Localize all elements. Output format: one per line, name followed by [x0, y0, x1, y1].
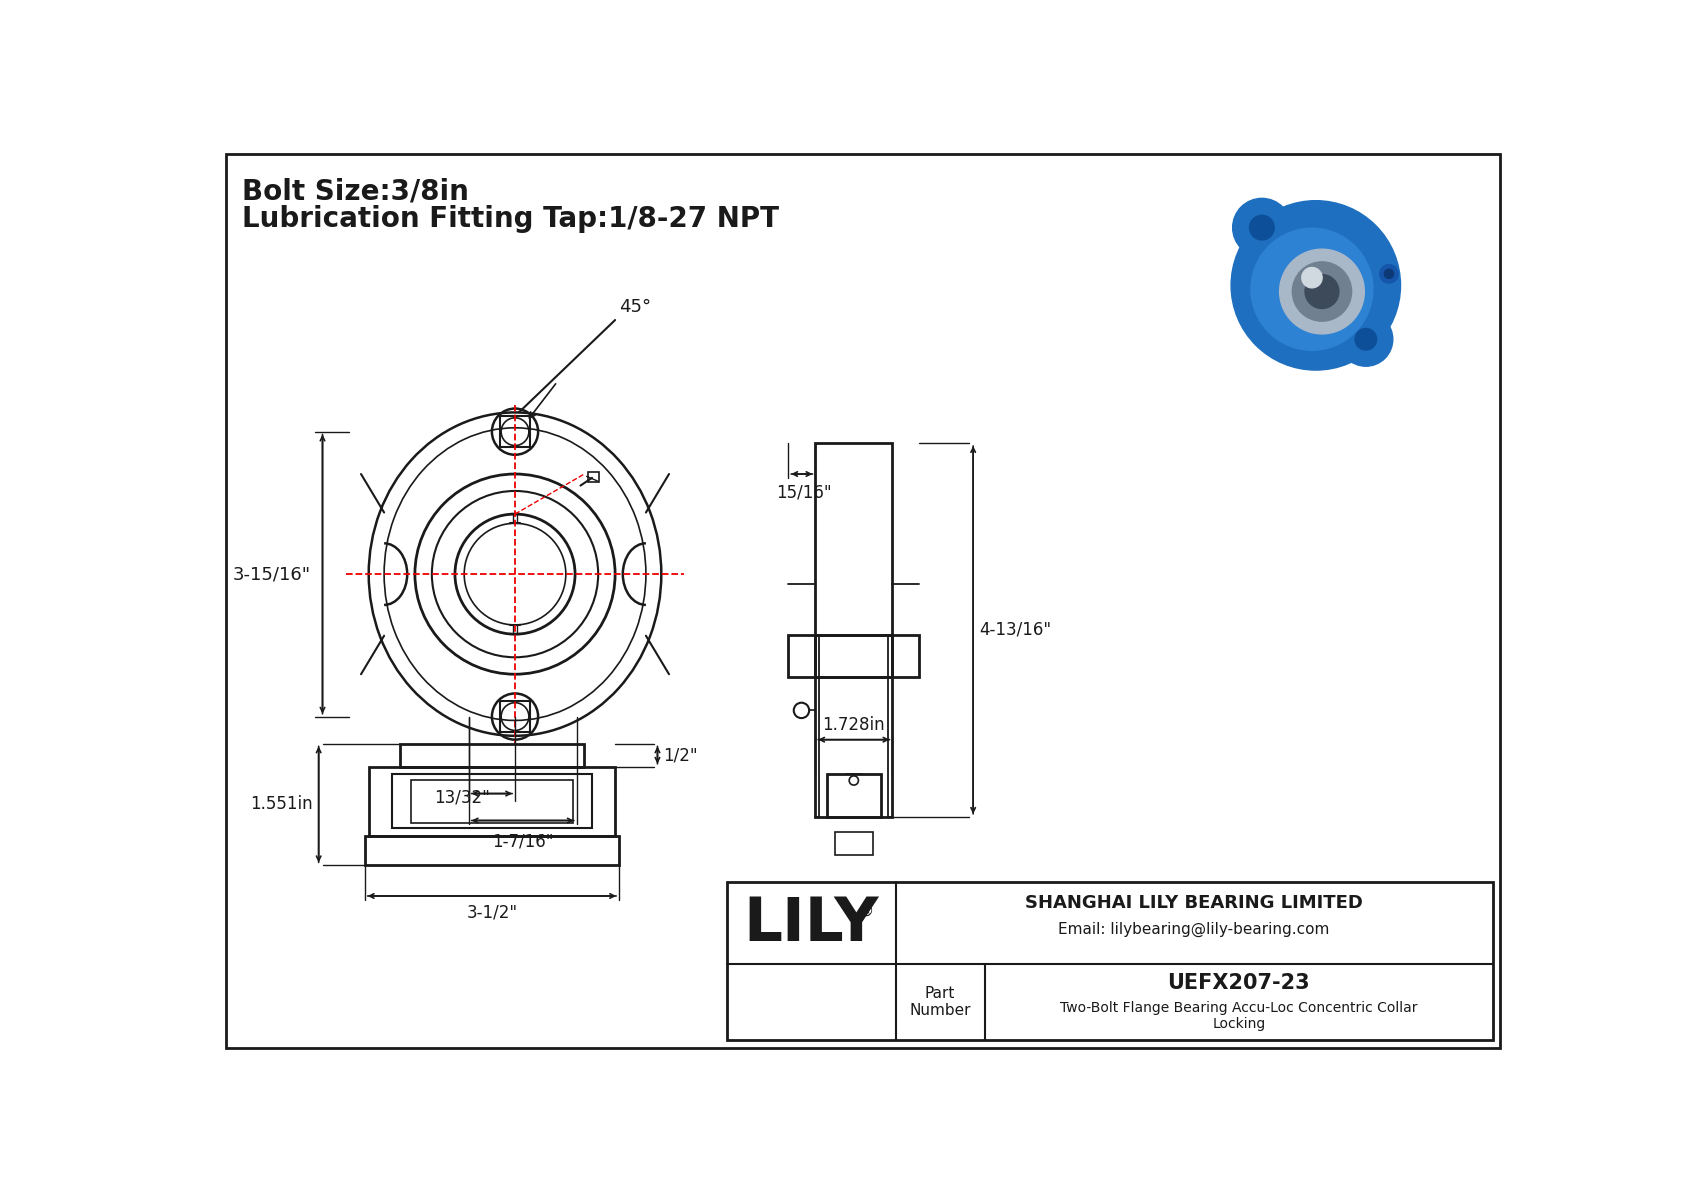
Bar [369, 767, 615, 836]
Bar [827, 774, 881, 817]
Circle shape [1305, 275, 1339, 308]
Text: Bolt Size:3/8in: Bolt Size:3/8in [242, 177, 468, 206]
Bar [815, 443, 893, 678]
Text: 3-15/16": 3-15/16" [232, 565, 312, 584]
Text: 1.551in: 1.551in [249, 796, 313, 813]
Circle shape [1233, 199, 1292, 257]
Bar [815, 635, 893, 817]
Circle shape [1356, 329, 1376, 350]
Text: 1/2": 1/2" [663, 746, 699, 765]
Circle shape [1379, 264, 1398, 283]
Text: Email: lilybearing@lily-bearing.com: Email: lilybearing@lily-bearing.com [1059, 922, 1330, 937]
Text: Lubrication Fitting Tap:1/8-27 NPT: Lubrication Fitting Tap:1/8-27 NPT [242, 205, 778, 232]
Bar [399, 743, 584, 767]
Text: SHANGHAI LILY BEARING LIMITED: SHANGHAI LILY BEARING LIMITED [1026, 893, 1362, 911]
Bar [365, 836, 620, 865]
Circle shape [1302, 268, 1322, 288]
Bar [500, 701, 530, 732]
Text: 1-7/16": 1-7/16" [492, 833, 554, 850]
Circle shape [1292, 262, 1352, 322]
Circle shape [1251, 229, 1372, 350]
Text: 3-1/2": 3-1/2" [466, 904, 517, 922]
Bar [392, 774, 593, 828]
Circle shape [1231, 200, 1401, 370]
Bar [788, 635, 919, 678]
Text: UEFX207-23: UEFX207-23 [1167, 973, 1310, 993]
Text: 1.728in: 1.728in [822, 716, 886, 734]
Bar [588, 472, 600, 482]
Text: 15/16": 15/16" [776, 484, 832, 501]
Circle shape [1280, 249, 1364, 333]
Text: Part
Number: Part Number [909, 986, 970, 1018]
Text: 45°: 45° [620, 298, 652, 316]
Text: 4-13/16": 4-13/16" [980, 621, 1051, 638]
Text: ®: ® [859, 904, 874, 918]
Bar [411, 780, 573, 823]
Circle shape [1250, 216, 1275, 239]
Text: LILY: LILY [744, 896, 879, 954]
Circle shape [1339, 312, 1393, 366]
Bar [500, 417, 530, 447]
Text: Two-Bolt Flange Bearing Accu-Loc Concentric Collar
Locking: Two-Bolt Flange Bearing Accu-Loc Concent… [1059, 1000, 1418, 1031]
Text: 13/32": 13/32" [434, 788, 490, 806]
Bar [727, 883, 1494, 1040]
Circle shape [1384, 269, 1394, 279]
Bar [835, 833, 872, 855]
